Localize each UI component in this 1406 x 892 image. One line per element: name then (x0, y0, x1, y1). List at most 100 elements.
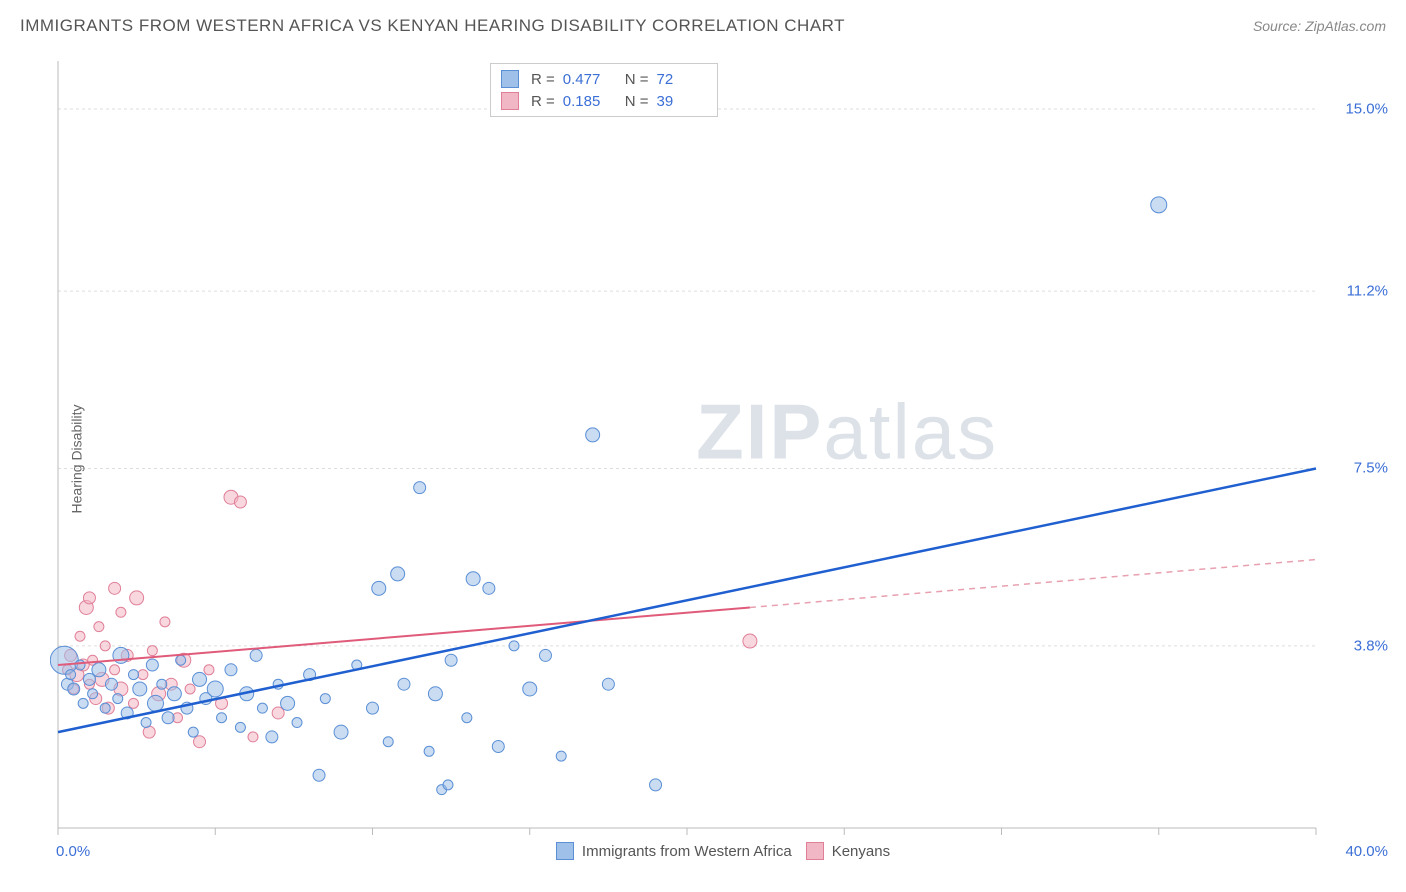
data-point-western-africa (320, 694, 330, 704)
data-point-kenyans (743, 634, 757, 648)
data-point-kenyans (128, 698, 138, 708)
data-point-western-africa (334, 725, 348, 739)
data-point-western-africa (113, 694, 123, 704)
data-point-western-africa (556, 751, 566, 761)
data-point-western-africa (650, 779, 662, 791)
data-point-western-africa (372, 581, 386, 595)
data-point-western-africa (128, 670, 138, 680)
data-point-western-africa (105, 678, 117, 690)
data-point-kenyans (272, 707, 284, 719)
data-point-kenyans (83, 592, 95, 604)
scatter-chart: ZIPatlas (50, 55, 1396, 862)
y-tick-label: 15.0% (1345, 100, 1388, 117)
y-axis-label: Hearing Disability (68, 404, 84, 513)
data-point-western-africa (1151, 197, 1167, 213)
data-point-western-africa (509, 641, 519, 651)
data-point-western-africa (66, 670, 76, 680)
n-value: 72 (657, 71, 707, 88)
data-point-western-africa (414, 482, 426, 494)
r-label: R = (531, 71, 555, 88)
data-point-western-africa (250, 649, 262, 661)
correlation-legend: R = 0.477 N = 72 R = 0.185 N = 39 (490, 63, 718, 117)
data-point-western-africa (383, 737, 393, 747)
legend-item: Kenyans (806, 842, 890, 860)
data-point-western-africa (75, 660, 85, 670)
data-point-kenyans (110, 665, 120, 675)
y-tick-label: 11.2% (1347, 283, 1388, 300)
data-point-western-africa (313, 769, 325, 781)
data-point-western-africa (398, 678, 410, 690)
data-point-kenyans (160, 617, 170, 627)
data-point-western-africa (157, 679, 167, 689)
data-point-western-africa (445, 654, 457, 666)
data-point-western-africa (50, 646, 78, 674)
legend-item: Immigrants from Western Africa (556, 842, 792, 860)
data-point-western-africa (462, 713, 472, 723)
data-point-western-africa (235, 722, 245, 732)
svg-text:ZIPatlas: ZIPatlas (696, 388, 998, 476)
data-point-kenyans (248, 732, 258, 742)
data-point-kenyans (147, 646, 157, 656)
data-point-western-africa (466, 572, 480, 586)
data-point-kenyans (185, 684, 195, 694)
legend-swatch (806, 842, 824, 860)
legend-label: Immigrants from Western Africa (582, 843, 792, 860)
data-point-western-africa (257, 703, 267, 713)
data-point-western-africa (193, 672, 207, 686)
legend-stat-row: R = 0.477 N = 72 (501, 68, 707, 90)
data-point-western-africa (167, 687, 181, 701)
data-point-western-africa (602, 678, 614, 690)
legend-swatch (501, 70, 519, 88)
series-legend: Immigrants from Western Africa Kenyans (50, 842, 1396, 860)
y-tick-label: 3.8% (1354, 637, 1388, 654)
data-point-western-africa (443, 780, 453, 790)
data-point-western-africa (162, 712, 174, 724)
data-point-kenyans (94, 622, 104, 632)
data-point-kenyans (194, 736, 206, 748)
data-point-western-africa (281, 696, 295, 710)
data-point-kenyans (138, 670, 148, 680)
n-value: 39 (657, 93, 707, 110)
data-point-western-africa (100, 703, 110, 713)
data-point-western-africa (83, 673, 95, 685)
data-point-western-africa (147, 695, 163, 711)
data-point-western-africa (68, 683, 80, 695)
data-point-western-africa (586, 428, 600, 442)
data-point-kenyans (204, 665, 214, 675)
legend-label: Kenyans (832, 843, 890, 860)
data-point-western-africa (523, 682, 537, 696)
data-point-western-africa (141, 718, 151, 728)
n-label: N = (625, 93, 649, 110)
data-point-western-africa (217, 713, 227, 723)
y-tick-label: 7.5% (1354, 460, 1388, 477)
data-point-western-africa (188, 727, 198, 737)
data-point-kenyans (116, 607, 126, 617)
data-point-western-africa (88, 689, 98, 699)
legend-swatch (501, 92, 519, 110)
source-label: Source: ZipAtlas.com (1253, 18, 1386, 34)
data-point-western-africa (266, 731, 278, 743)
r-value: 0.477 (563, 71, 613, 88)
data-point-kenyans (75, 631, 85, 641)
r-label: R = (531, 93, 555, 110)
data-point-western-africa (492, 741, 504, 753)
data-point-western-africa (78, 698, 88, 708)
chart-area: Hearing Disability ZIPatlas R = 0.477 N … (50, 55, 1396, 862)
data-point-western-africa (92, 663, 106, 677)
data-point-western-africa (391, 567, 405, 581)
data-point-kenyans (130, 591, 144, 605)
data-point-western-africa (367, 702, 379, 714)
data-point-western-africa (176, 655, 186, 665)
data-point-western-africa (207, 681, 223, 697)
data-point-western-africa (483, 582, 495, 594)
r-value: 0.185 (563, 93, 613, 110)
legend-swatch (556, 842, 574, 860)
legend-stat-row: R = 0.185 N = 39 (501, 90, 707, 112)
data-point-kenyans (234, 496, 246, 508)
data-point-western-africa (146, 659, 158, 671)
data-point-western-africa (428, 687, 442, 701)
data-point-western-africa (539, 649, 551, 661)
data-point-western-africa (292, 718, 302, 728)
data-point-western-africa (424, 746, 434, 756)
data-point-kenyans (109, 582, 121, 594)
